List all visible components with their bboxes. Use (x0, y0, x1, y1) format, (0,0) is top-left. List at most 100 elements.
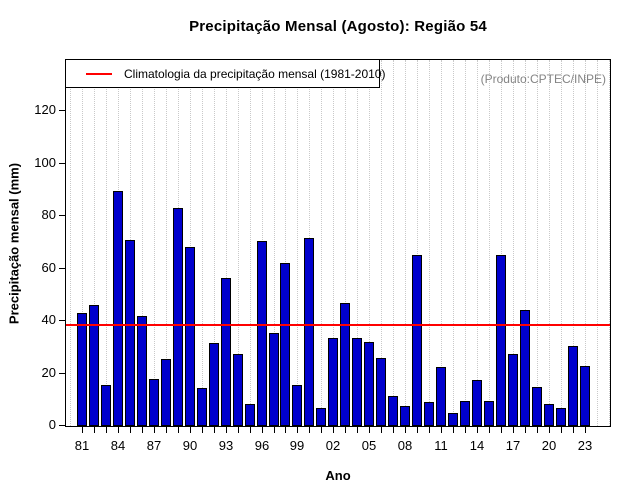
y-tick (59, 110, 66, 111)
bar-2006 (376, 358, 386, 426)
bar-1994 (233, 354, 243, 426)
x-tick-label: 93 (218, 438, 234, 453)
bar-1996 (257, 241, 267, 426)
gridline (297, 60, 299, 426)
gridline (141, 60, 143, 426)
bar-1987 (149, 379, 159, 426)
bar-2013 (460, 401, 470, 426)
x-tick (561, 427, 562, 433)
y-tick (59, 373, 66, 374)
bar-2010 (424, 402, 434, 426)
bar-1984 (113, 191, 123, 426)
x-tick (118, 427, 119, 433)
x-tick-label: 02 (325, 438, 341, 453)
x-tick-label: 20 (541, 438, 557, 453)
x-tick-label: 08 (397, 438, 413, 453)
gridline (560, 60, 562, 426)
bar-1995 (245, 404, 255, 426)
x-tick-label: 96 (254, 438, 270, 453)
y-tick-label: 80 (41, 207, 56, 222)
bar-1986 (137, 316, 147, 426)
gridline (608, 60, 610, 426)
bar-2018 (520, 310, 530, 426)
x-tick (417, 427, 418, 433)
y-tick (59, 163, 66, 164)
x-tick (453, 427, 454, 433)
gridline (500, 60, 502, 426)
bar-1981 (77, 313, 87, 426)
x-tick-label: 14 (469, 438, 485, 453)
x-tick (477, 427, 478, 433)
x-tick (321, 427, 322, 433)
gridline (429, 60, 431, 426)
gridline (213, 60, 215, 426)
bar-2021 (556, 408, 566, 426)
x-tick-label: 84 (110, 438, 126, 453)
gridline (584, 60, 586, 426)
bar-1992 (209, 343, 219, 426)
bar-1985 (125, 240, 135, 426)
gridline (465, 60, 467, 426)
x-tick (285, 427, 286, 433)
y-tick-label: 40 (41, 312, 56, 327)
bar-1993 (221, 278, 231, 426)
x-tick (297, 427, 298, 433)
legend: Climatologia da precipitação mensal (198… (65, 59, 385, 88)
gridline (417, 60, 419, 426)
x-tick (142, 427, 143, 433)
x-tick (262, 427, 263, 433)
x-tick (537, 427, 538, 433)
x-tick-label: 81 (74, 438, 90, 453)
legend-label: Climatologia da precipitação mensal (198… (124, 66, 386, 81)
x-tick (381, 427, 382, 433)
x-tick (501, 427, 502, 433)
x-tick (429, 427, 430, 433)
gridline (105, 60, 107, 426)
x-tick (513, 427, 514, 433)
x-tick-label: 23 (577, 438, 593, 453)
x-tick-label: 05 (361, 438, 377, 453)
gridline (153, 60, 155, 426)
y-tick-label: 100 (34, 155, 56, 170)
x-tick (525, 427, 526, 433)
x-tick-label: 99 (289, 438, 305, 453)
bar-2003 (340, 303, 350, 426)
x-tick (250, 427, 251, 433)
bar-2023 (580, 366, 590, 426)
gridline (393, 60, 395, 426)
bar-1997 (269, 333, 279, 426)
bar-2007 (388, 396, 398, 426)
bar-1988 (161, 359, 171, 426)
y-tick (59, 268, 66, 269)
x-tick (94, 427, 95, 433)
gridline (82, 60, 83, 426)
bar-2009 (412, 255, 422, 426)
x-tick (345, 427, 346, 433)
x-tick (166, 427, 167, 433)
bar-1982 (89, 305, 99, 426)
x-tick (357, 427, 358, 433)
y-tick-label: 0 (48, 417, 56, 432)
x-tick (178, 427, 179, 433)
x-tick (238, 427, 239, 433)
gridline (321, 60, 323, 426)
gridline (225, 60, 227, 426)
x-tick (489, 427, 490, 433)
gridline (165, 60, 167, 426)
bar-2019 (532, 387, 542, 426)
legend-line-icon (86, 72, 112, 75)
bar-2017 (508, 354, 518, 426)
gridline (572, 60, 574, 426)
x-tick (202, 427, 203, 433)
gridline (249, 60, 251, 426)
y-tick (59, 425, 66, 426)
gridline (441, 60, 443, 426)
x-tick (465, 427, 466, 433)
gridline (524, 60, 526, 426)
y-tick-label: 20 (41, 365, 56, 380)
x-tick (309, 427, 310, 433)
bar-2008 (400, 406, 410, 426)
x-tick (274, 427, 275, 433)
gridline (70, 60, 72, 426)
